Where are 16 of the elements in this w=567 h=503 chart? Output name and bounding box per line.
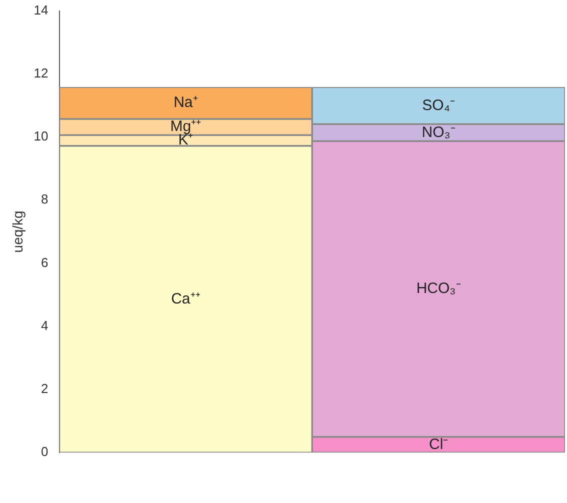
series-label: Na⁺ bbox=[174, 94, 198, 112]
series-label: NO₃⁻ bbox=[422, 124, 456, 141]
y-tick-label: 2 bbox=[41, 381, 48, 396]
y-tick-label: 10 bbox=[34, 128, 48, 144]
y-axis-title: ueq/kg bbox=[9, 210, 26, 253]
series-label: Ca⁺⁺ bbox=[171, 290, 200, 308]
series-label: HCO₃⁻ bbox=[416, 280, 461, 298]
y-tick-label: 4 bbox=[41, 318, 48, 333]
y-tick-label: 8 bbox=[41, 192, 48, 207]
series-label: SO₄⁻ bbox=[422, 96, 455, 114]
y-tick-label: 14 bbox=[34, 2, 48, 18]
y-tick-label: 6 bbox=[41, 254, 48, 270]
y-tick-label: 12 bbox=[34, 65, 48, 80]
y-tick-label: 0 bbox=[41, 444, 48, 460]
series-label: Cl⁻ bbox=[428, 436, 448, 453]
series-label: Mg⁺⁺ bbox=[170, 118, 202, 136]
